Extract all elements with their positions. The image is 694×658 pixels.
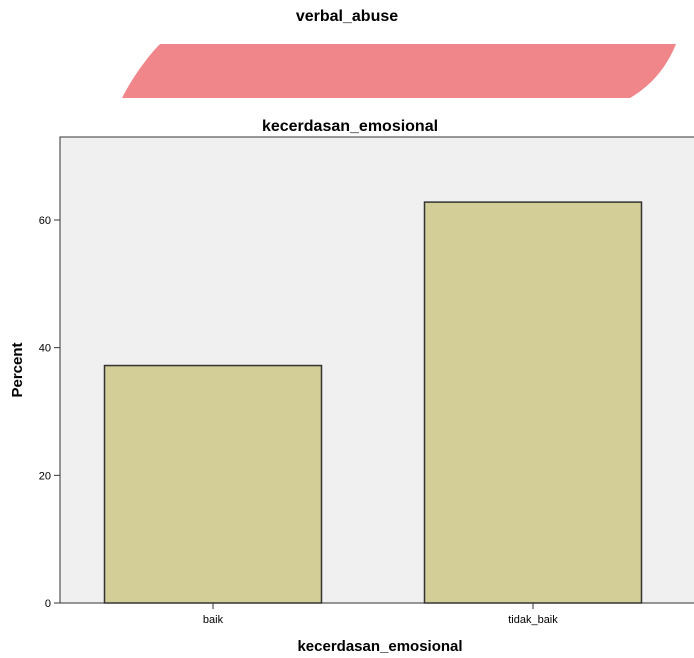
top-panel-title: verbal_abuse xyxy=(295,8,399,25)
y-tick-label-3: 60 xyxy=(39,215,51,227)
x-tick-label-tidak_baik: tidak_baik xyxy=(508,614,558,626)
bars-group xyxy=(103,201,643,604)
top-panel-shape xyxy=(122,44,676,98)
x-axis: baik tidak_baik xyxy=(203,603,558,626)
bar-tidak_baik xyxy=(423,201,643,604)
x-axis-label: kecerdasan_emosional xyxy=(297,638,462,655)
y-tick-label-1: 20 xyxy=(39,470,51,482)
y-axis: 0 20 40 60 xyxy=(39,215,60,610)
x-tick-label-baik: baik xyxy=(203,614,224,626)
bar-baik xyxy=(103,364,323,604)
y-axis-label: Percent xyxy=(9,342,26,397)
chart-title: kecerdasan_emosional xyxy=(262,118,438,135)
y-tick-label-2: 40 xyxy=(39,343,51,355)
y-tick-label-0: 0 xyxy=(45,598,51,610)
